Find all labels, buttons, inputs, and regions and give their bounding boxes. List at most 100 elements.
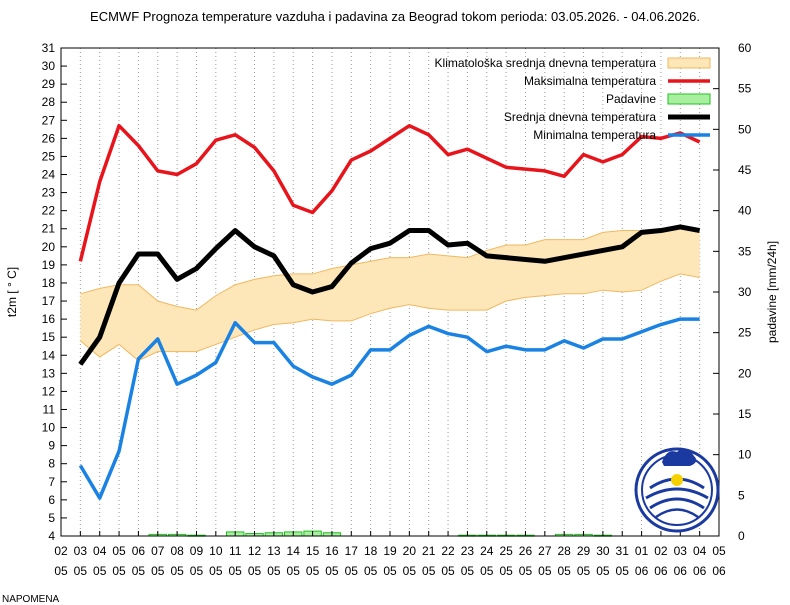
y-tick-label: 20	[42, 240, 56, 254]
x-tick-label-month: 05	[538, 564, 552, 578]
x-tick-label-day: 16	[325, 544, 339, 558]
y-tick-label: 31	[42, 41, 56, 55]
legend-swatch	[667, 93, 711, 105]
x-tick-label-day: 15	[306, 544, 320, 558]
x-tick-label-month: 05	[209, 564, 223, 578]
x-tick-label-day: 18	[364, 544, 378, 558]
y2-tick-label: 10	[738, 448, 752, 462]
y2-tick-label: 30	[738, 285, 752, 299]
y2-tick-label: 60	[738, 41, 752, 55]
y2-axis-label: padavine [mm/24h]	[765, 241, 779, 343]
x-tick-label-day: 05	[712, 544, 726, 558]
x-tick-label-month: 05	[616, 564, 630, 578]
y-tick-label: 6	[48, 493, 55, 507]
x-tick-label-month: 05	[422, 564, 436, 578]
y-tick-label: 23	[42, 186, 56, 200]
y-tick-label: 22	[42, 204, 56, 218]
x-tick-label-day: 27	[538, 544, 552, 558]
x-tick-label-day: 02	[654, 544, 668, 558]
x-tick-label-month: 05	[287, 564, 301, 578]
legend-label: Maksimalna temperatura	[524, 74, 656, 88]
series-line-3	[78, 224, 701, 366]
x-tick-label-day: 03	[674, 544, 688, 558]
x-tick-label-day: 21	[422, 544, 436, 558]
x-tick-label-day: 02	[54, 544, 68, 558]
legend: Klimatološka srednja dnevna temperatura M…	[435, 56, 711, 142]
x-tick-label-day: 01	[635, 544, 649, 558]
y-tick-label: 8	[48, 457, 55, 471]
x-tick-label-day: 29	[577, 544, 591, 558]
x-tick-label-day: 30	[596, 544, 610, 558]
x-tick-label-day: 31	[616, 544, 630, 558]
x-tick-label-day: 13	[267, 544, 281, 558]
x-tick-label-day: 23	[461, 544, 475, 558]
y-tick-label: 25	[42, 149, 56, 163]
legend-swatch	[667, 57, 711, 69]
x-tick-label-day: 11	[229, 544, 242, 558]
x-tick-label-month: 05	[461, 564, 475, 578]
y2-tick-label: 55	[738, 82, 752, 96]
series-line-1	[78, 123, 701, 262]
y2-tick-label: 5	[738, 488, 745, 502]
footer-note: NAPOMENA	[2, 594, 60, 605]
y-tick-label: 12	[42, 384, 56, 398]
y-axis-label: t2m [ ° C]	[5, 267, 19, 317]
y2-tick-label: 35	[738, 244, 752, 258]
x-tick-label-day: 09	[190, 544, 204, 558]
x-tick-label-month: 05	[248, 564, 262, 578]
x-tick-label-month: 05	[93, 564, 107, 578]
x-tick-label-month: 05	[74, 564, 88, 578]
y-tick-label: 7	[48, 475, 55, 489]
y-tick-label: 9	[48, 439, 55, 453]
axis-layer: 4 5 6 7 8 9 10 11 12 13 14 15 16 17 18 19 20 21 22 23 24 25 26…	[5, 41, 779, 578]
x-tick-label-day: 20	[403, 544, 417, 558]
y-tick-label: 26	[42, 131, 56, 145]
y-tick-label: 15	[42, 330, 56, 344]
x-tick-label-day: 25	[499, 544, 513, 558]
x-tick-label-day: 10	[209, 544, 223, 558]
x-tick-label-day: 04	[693, 544, 707, 558]
x-tick-label-month: 05	[267, 564, 281, 578]
x-tick-label-month: 05	[132, 564, 146, 578]
chart-title: ECMWF Prognoza temperature vazduha i pad…	[90, 9, 700, 24]
x-tick-label-month: 05	[519, 564, 533, 578]
y-tick-label: 16	[42, 312, 56, 326]
y-tick-label: 30	[42, 59, 56, 73]
y-tick-label: 18	[42, 276, 56, 290]
x-tick-label-month: 05	[403, 564, 417, 578]
y-tick-label: 28	[42, 95, 56, 109]
y-tick-label: 4	[48, 529, 55, 543]
x-tick-label-month: 05	[151, 564, 165, 578]
y-tick-label: 29	[42, 77, 56, 91]
x-tick-label-month: 05	[345, 564, 359, 578]
y-tick-label: 24	[42, 168, 56, 182]
x-tick-label-day: 17	[345, 544, 359, 558]
x-tick-label-month: 05	[54, 564, 68, 578]
x-tick-label-month: 05	[112, 564, 126, 578]
x-tick-label-day: 22	[441, 544, 455, 558]
y-tick-label: 14	[42, 348, 56, 362]
y2-tick-label: 20	[738, 366, 752, 380]
x-tick-label-month: 05	[557, 564, 571, 578]
x-tick-label-day: 28	[557, 544, 571, 558]
x-tick-label-month: 05	[170, 564, 184, 578]
rhmz-logo	[634, 447, 720, 533]
y-tick-label: 17	[42, 294, 56, 308]
x-tick-label-day: 19	[383, 544, 397, 558]
x-tick-label-month: 05	[325, 564, 339, 578]
y2-tick-label: 15	[738, 407, 752, 421]
y2-tick-label: 25	[738, 326, 752, 340]
y-tick-label: 21	[42, 222, 56, 236]
x-tick-label-day: 24	[480, 544, 494, 558]
x-tick-label-month: 05	[499, 564, 513, 578]
y-tick-label: 11	[43, 402, 56, 416]
x-tick-label-day: 14	[287, 544, 301, 558]
x-tick-label-month: 05	[190, 564, 204, 578]
legend-label: Padavine	[606, 92, 656, 106]
y2-tick-label: 0	[738, 529, 745, 543]
y-tick-label: 13	[42, 366, 56, 380]
x-tick-label-month: 06	[654, 564, 668, 578]
series-line-layer	[78, 123, 701, 500]
y2-tick-label: 50	[738, 122, 752, 136]
x-tick-label-month: 06	[674, 564, 688, 578]
